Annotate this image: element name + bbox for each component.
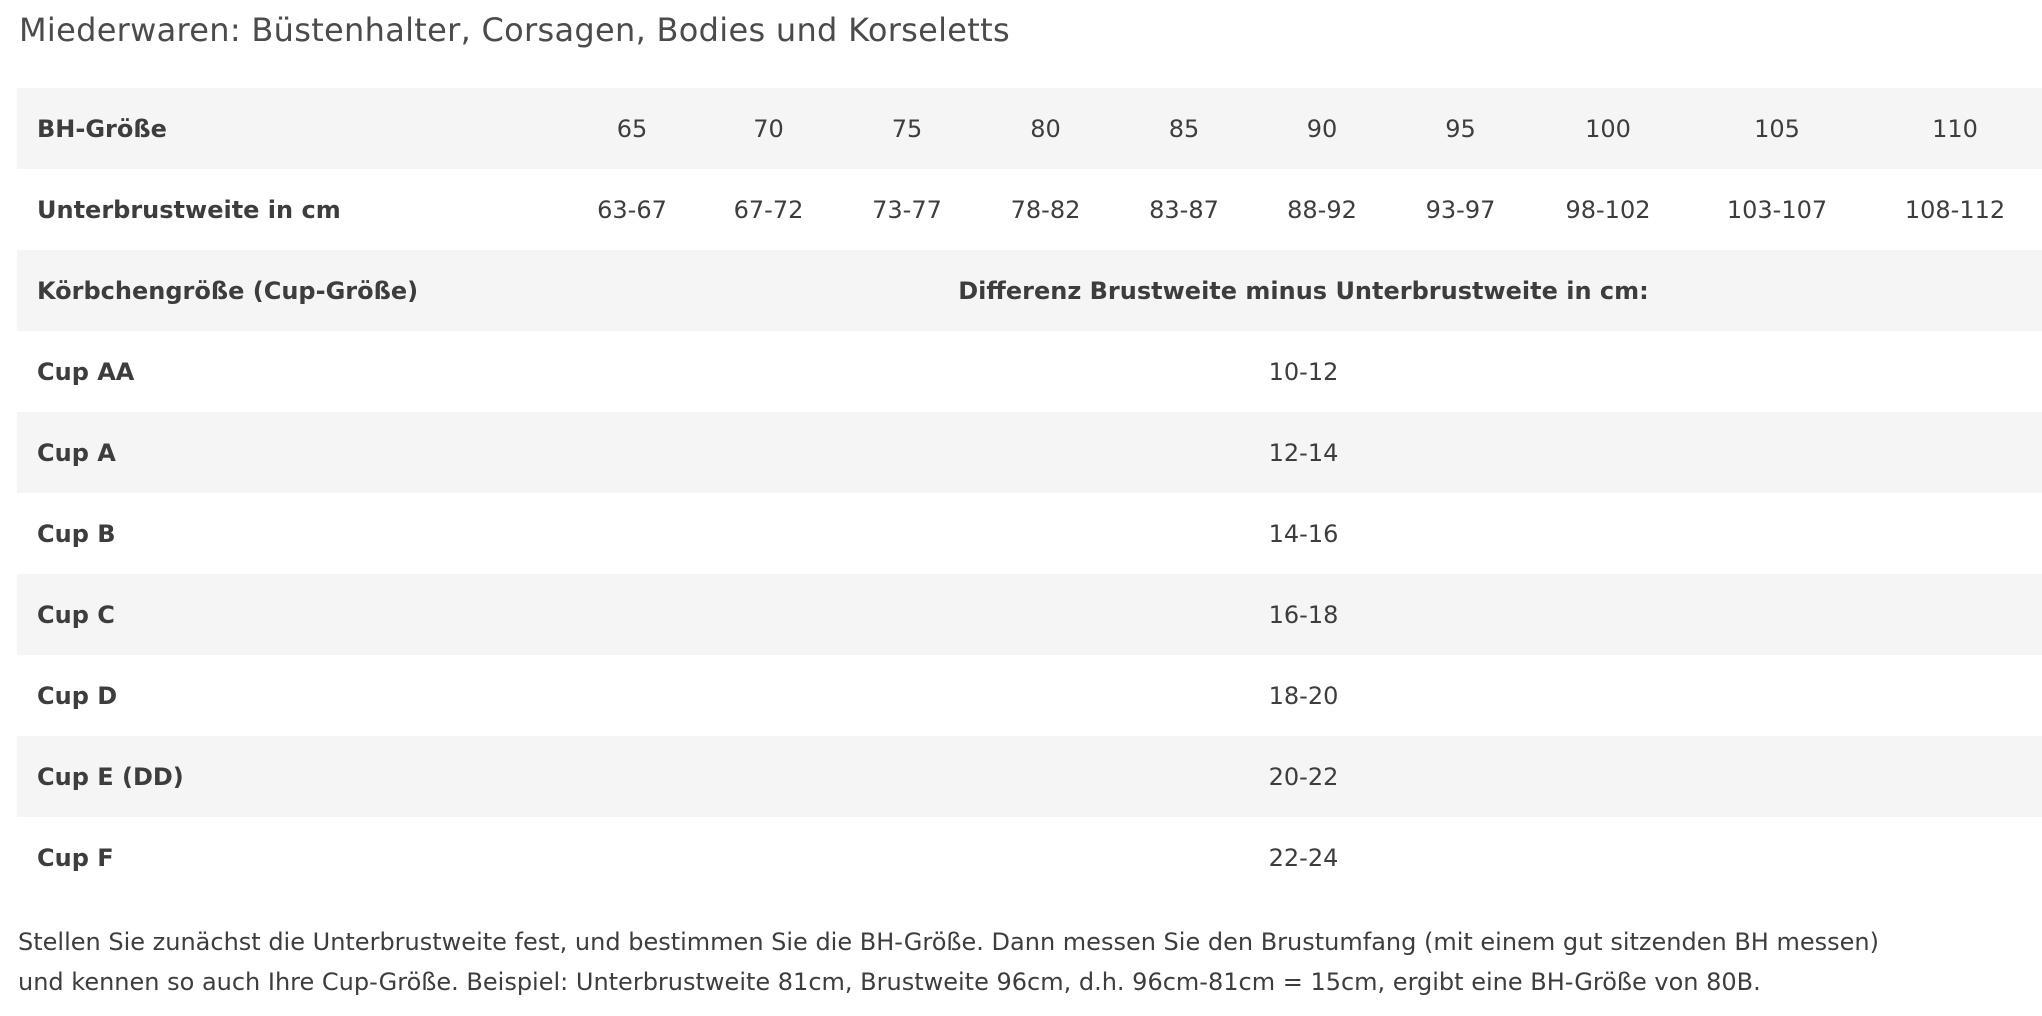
instructions-line-1: Stellen Sie zunächst die Unterbrustweite… (18, 928, 1879, 956)
row-cup-c: Cup C 16-18 (17, 574, 2042, 655)
page-title: Miederwaren: Büstenhalter, Corsagen, Bod… (19, 11, 1010, 49)
row-cup-e-dd: Cup E (DD) 20-22 (17, 736, 2042, 817)
underbust-value-cell: 103-107 (1726, 195, 1828, 224)
underbust-value-cell: 108-112 (1904, 195, 2006, 224)
underbust-value-cell: 93-97 (1425, 195, 1496, 224)
cup-label: Cup A (37, 438, 116, 467)
row-cup-aa: Cup AA 10-12 (17, 331, 2042, 412)
size-value-cell: 90 (1306, 114, 1338, 143)
cup-value: 10-12 (1268, 357, 1339, 386)
underbust-value-cell: 78-82 (1010, 195, 1081, 224)
cup-label: Cup B (37, 519, 116, 548)
size-value-cell: 65 (616, 114, 648, 143)
size-value-cell: 75 (891, 114, 923, 143)
row-cup-b: Cup B 14-16 (17, 493, 2042, 574)
underbust-value-cell: 98-102 (1565, 195, 1651, 224)
cup-label: Cup C (37, 600, 115, 629)
instructions-line-2: und kennen so auch Ihre Cup-Größe. Beisp… (18, 968, 1761, 996)
cup-difference-header: Differenz Brustweite minus Unterbrustwei… (958, 276, 1649, 305)
underbust-value-cell: 73-77 (872, 195, 942, 224)
cup-value: 20-22 (1268, 762, 1339, 791)
row-bh-groesse: BH-Größe 65 70 75 80 85 90 95 100 105 11… (17, 88, 2042, 169)
row-unterbrustweite: Unterbrustweite in cm 63-67 67-72 73-77 … (17, 169, 2042, 250)
size-chart-table: BH-Größe 65 70 75 80 85 90 95 100 105 11… (17, 88, 2042, 898)
size-value-cell: 95 (1445, 114, 1476, 143)
cup-value: 12-14 (1268, 438, 1339, 467)
cup-label: Cup AA (37, 357, 135, 386)
row-koerbchengroesse-header: Körbchengröße (Cup-Größe) Differenz Brus… (17, 250, 2042, 331)
cup-value: 18-20 (1268, 681, 1339, 710)
cup-label: Cup E (DD) (37, 762, 184, 791)
row-label-koerbchengroesse: Körbchengröße (Cup-Größe) (37, 276, 419, 305)
measuring-instructions: Stellen Sie zunächst die Unterbrustweite… (18, 922, 2042, 1002)
cup-label: Cup D (37, 681, 118, 710)
size-chart-body: BH-Größe 65 70 75 80 85 90 95 100 105 11… (17, 88, 2042, 898)
row-label-bh-groesse: BH-Größe (37, 114, 167, 143)
underbust-value-cell: 63-67 (597, 195, 667, 224)
size-value-cell: 70 (753, 114, 784, 143)
cup-value: 16-18 (1268, 600, 1339, 629)
cup-label: Cup F (37, 843, 114, 872)
cup-value: 22-24 (1268, 843, 1339, 872)
underbust-value-cell: 83-87 (1149, 195, 1219, 224)
cup-value: 14-16 (1268, 519, 1339, 548)
row-cup-f: Cup F 22-24 (17, 817, 2042, 898)
size-value-cell: 105 (1754, 114, 1800, 143)
underbust-value-cell: 67-72 (733, 195, 804, 224)
row-label-unterbrustweite: Unterbrustweite in cm (37, 195, 341, 224)
row-cup-a: Cup A 12-14 (17, 412, 2042, 493)
underbust-value-cell: 88-92 (1287, 195, 1357, 224)
size-value-cell: 80 (1030, 114, 1061, 143)
size-value-cell: 110 (1932, 114, 1978, 143)
row-cup-d: Cup D 18-20 (17, 655, 2042, 736)
size-value-cell: 100 (1585, 114, 1631, 143)
size-value-cell: 85 (1168, 114, 1200, 143)
